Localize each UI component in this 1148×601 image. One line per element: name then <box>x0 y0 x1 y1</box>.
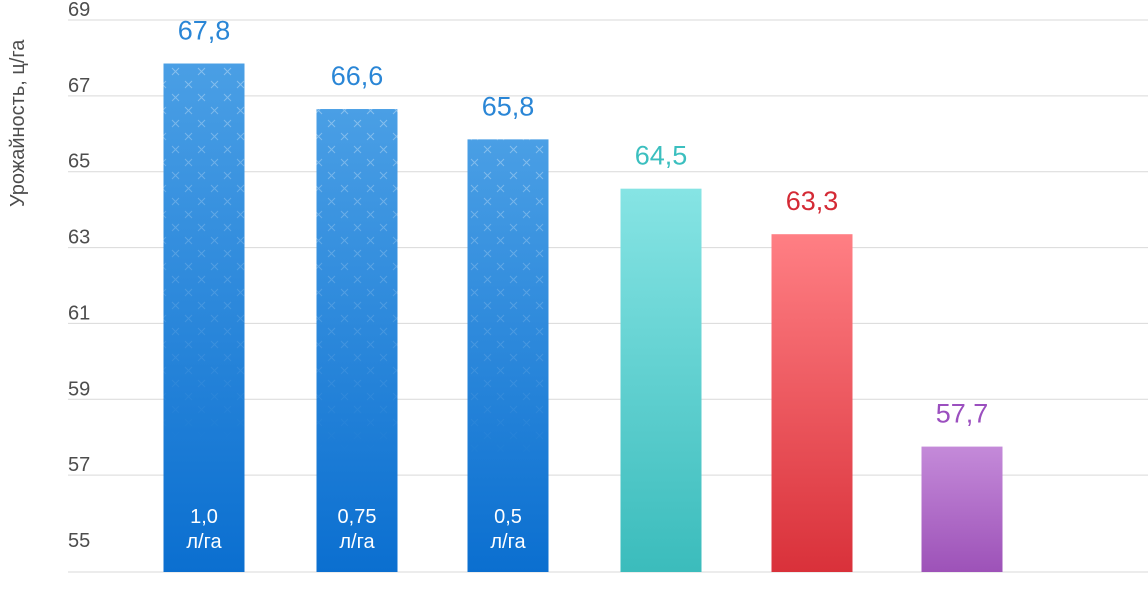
bar-pattern <box>316 109 398 573</box>
y-axis-label: Урожайность, ц/га <box>7 39 29 207</box>
bar-pattern <box>467 139 549 572</box>
y-tick-label: 67 <box>68 75 90 97</box>
bars <box>163 63 1003 573</box>
bar-inner-label: 0,75 <box>338 506 377 528</box>
bar-inner-label: л/га <box>339 531 375 553</box>
y-tick-label: 61 <box>68 302 90 324</box>
y-tick-label: 65 <box>68 151 90 173</box>
y-tick-label: 55 <box>68 530 90 552</box>
bar-inner-label: л/га <box>186 531 222 553</box>
bar <box>921 446 1003 572</box>
data-label: 67,8 <box>178 16 231 46</box>
bar <box>620 188 702 572</box>
bar-inner-label: 1,0 <box>190 506 218 528</box>
y-tick-label: 57 <box>68 454 90 476</box>
bar-inner-label: 0,5 <box>494 506 522 528</box>
data-label: 65,8 <box>482 91 535 121</box>
bar-inner-label: л/га <box>490 531 526 553</box>
data-label: 64,5 <box>635 141 688 171</box>
data-label: 57,7 <box>936 399 989 429</box>
y-tick-label: 59 <box>68 378 90 400</box>
labels: 55 57 59 61 63 65 67 69 1,0 л/га 67,8 0,75 л/га 66,6 0… <box>68 0 988 553</box>
gridlines <box>68 19 1148 573</box>
y-tick-label: 69 <box>68 0 90 21</box>
data-label: 66,6 <box>331 61 384 91</box>
bar-pattern <box>163 63 245 573</box>
data-label: 63,3 <box>786 186 839 216</box>
y-tick-label: 63 <box>68 227 90 249</box>
bar <box>771 234 853 572</box>
